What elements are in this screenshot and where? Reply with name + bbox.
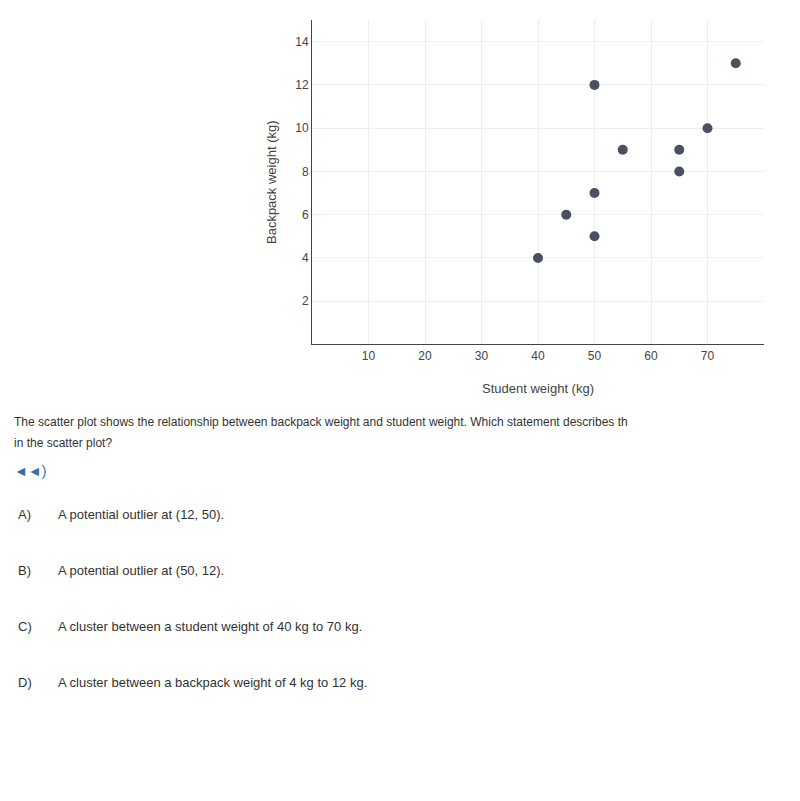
svg-text:8: 8 [302, 165, 309, 179]
svg-text:The scatter plot shows the rel: The scatter plot shows the relationship … [14, 415, 628, 429]
svg-text:A potential outlier at (50, 12: A potential outlier at (50, 12). [58, 563, 224, 578]
svg-text:C): C) [18, 619, 32, 634]
svg-text:A cluster between a backpack w: A cluster between a backpack weight of 4… [58, 675, 367, 690]
svg-text:10: 10 [295, 121, 309, 135]
svg-text:A): A) [18, 507, 31, 522]
svg-text:6: 6 [302, 208, 309, 222]
svg-text:A cluster between a student we: A cluster between a student weight of 40… [58, 619, 362, 634]
svg-text:20: 20 [418, 349, 432, 363]
svg-text:10: 10 [362, 349, 376, 363]
svg-text:12: 12 [295, 78, 309, 92]
svg-text:70: 70 [701, 349, 715, 363]
svg-text:60: 60 [644, 349, 658, 363]
svg-text:D): D) [18, 675, 32, 690]
svg-text:A potential outlier at (12, 50: A potential outlier at (12, 50). [58, 507, 224, 522]
svg-text:in the scatter plot?: in the scatter plot? [14, 436, 112, 450]
svg-text:2: 2 [302, 294, 309, 308]
svg-text:40: 40 [531, 349, 545, 363]
svg-text:30: 30 [475, 349, 489, 363]
svg-text:Student weight (kg): Student weight (kg) [482, 381, 594, 396]
svg-text:14: 14 [295, 35, 309, 49]
svg-text:4: 4 [302, 251, 309, 265]
svg-text:50: 50 [588, 349, 602, 363]
svg-text:B): B) [18, 563, 31, 578]
svg-text:◄◄): ◄◄) [14, 463, 46, 479]
svg-text:Backpack weight (kg): Backpack weight (kg) [264, 120, 279, 244]
